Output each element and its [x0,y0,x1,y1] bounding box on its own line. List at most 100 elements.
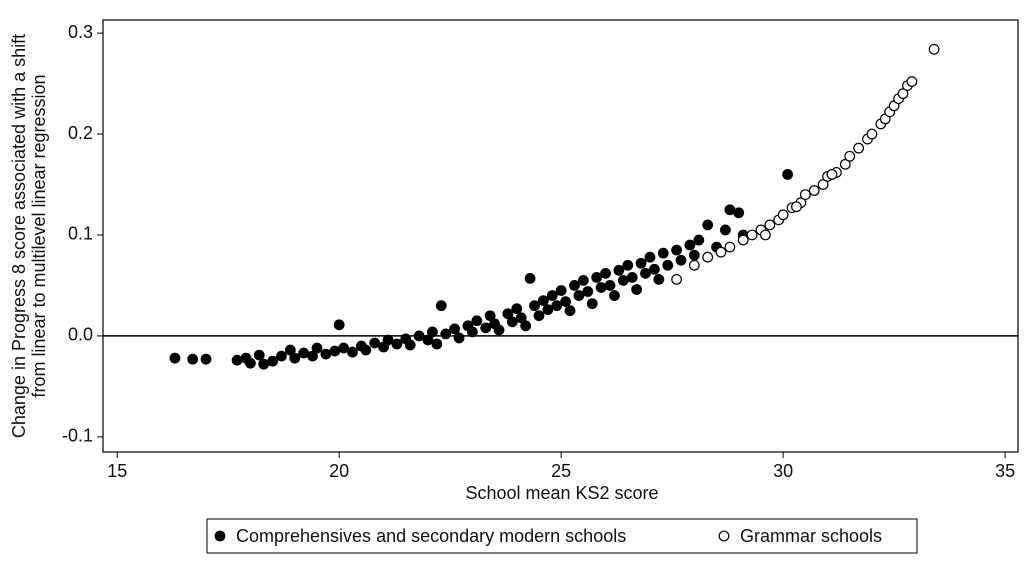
point [338,342,350,354]
y-tick-label: -0.1 [62,426,93,446]
legend-box [206,518,918,554]
point [631,284,643,295]
point [609,290,620,301]
point [431,338,443,350]
point [648,263,660,275]
point [777,209,789,221]
x-tick-label: 20 [329,461,349,481]
point [853,142,865,154]
point [702,219,714,231]
y-tick-label: 0.0 [68,325,93,345]
point [551,300,563,312]
point [675,254,687,266]
x-tick-label: 35 [995,461,1015,481]
point [307,350,318,362]
point [546,290,558,301]
point [759,229,771,241]
point [538,295,549,306]
point [502,308,514,320]
point [449,323,461,335]
point [200,353,212,365]
point [808,185,820,196]
point [311,342,323,354]
point [515,312,527,324]
point [511,303,523,315]
point [724,204,736,216]
point [289,352,301,364]
point [529,300,540,312]
point [577,275,589,286]
point [626,271,638,283]
point [253,349,265,361]
point [782,169,793,180]
point [573,290,585,301]
point [320,348,332,360]
point [569,280,580,291]
point [360,344,372,356]
point [671,244,682,256]
point [702,251,714,263]
y-axis-label: Change in Progress 8 score associated wi… [9,34,29,438]
point [404,339,416,351]
point [369,337,381,349]
x-tick-label: 25 [551,461,571,481]
point [533,310,545,322]
point [595,282,607,293]
point [635,257,647,269]
point [564,305,576,317]
point [662,259,674,271]
point [284,344,296,356]
point [839,158,851,170]
point [737,234,749,246]
point [826,169,838,180]
y-tick-label: 0.1 [68,224,93,244]
point [688,259,700,271]
point [644,251,656,263]
point [591,271,603,283]
x-tick-label: 15 [107,461,127,481]
point [582,286,594,297]
point [671,274,682,285]
point [613,264,625,276]
point [493,324,505,336]
point [733,207,745,219]
point [764,219,776,231]
point [413,330,425,342]
point [333,319,345,331]
point [187,353,199,365]
point [298,347,310,359]
point [600,267,611,279]
point [622,259,634,271]
point [866,128,878,140]
point [520,320,532,332]
point [480,322,492,334]
point [715,246,727,258]
point [427,326,438,338]
point [684,239,696,251]
point [653,274,665,285]
point [604,280,616,291]
point [453,332,465,344]
point [169,352,181,364]
point [693,234,705,246]
point [844,150,856,162]
point [791,201,802,213]
x-axis-label: School mean KS2 score [465,483,658,503]
y-tick-label: 0.2 [68,123,93,143]
point [617,275,629,286]
point [267,355,278,367]
point [435,300,447,312]
point [688,249,700,261]
plot-frame [102,19,1019,453]
legend-label: Grammar schools [740,526,882,546]
point [231,354,243,366]
point [657,247,669,259]
point [799,189,811,201]
point [347,346,358,358]
point [560,296,572,308]
point [329,345,341,357]
point [382,334,394,346]
point [897,88,909,100]
point [542,304,554,316]
